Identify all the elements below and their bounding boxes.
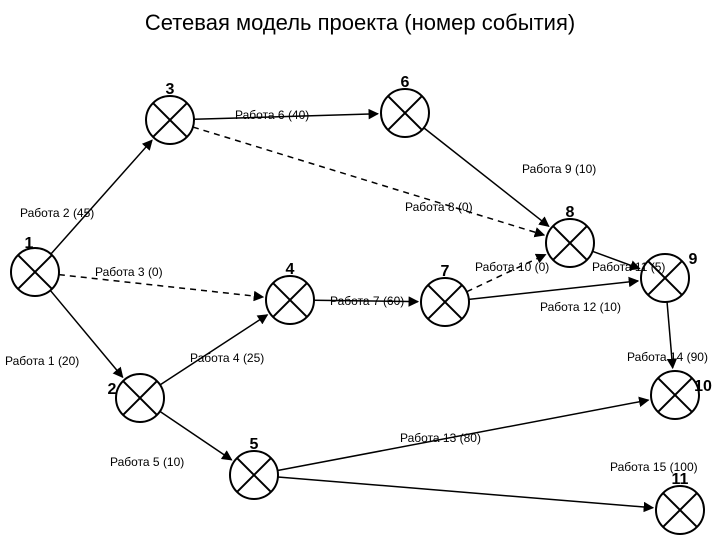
node bbox=[116, 374, 164, 422]
node bbox=[266, 276, 314, 324]
node bbox=[421, 278, 469, 326]
edge bbox=[194, 114, 378, 119]
edge bbox=[51, 140, 152, 254]
node bbox=[546, 219, 594, 267]
edge bbox=[160, 411, 232, 459]
edge bbox=[667, 302, 673, 368]
edge bbox=[424, 128, 549, 226]
edge bbox=[314, 300, 418, 301]
node bbox=[656, 486, 704, 534]
node bbox=[146, 96, 194, 144]
edge bbox=[278, 477, 653, 508]
edge bbox=[278, 400, 649, 470]
node bbox=[641, 254, 689, 302]
edge bbox=[160, 315, 267, 385]
node bbox=[651, 371, 699, 419]
node bbox=[11, 248, 59, 296]
edge bbox=[467, 255, 546, 292]
node bbox=[230, 451, 278, 499]
edge bbox=[50, 290, 122, 377]
network-diagram bbox=[0, 0, 720, 540]
node bbox=[381, 89, 429, 137]
edge bbox=[593, 251, 640, 268]
edge bbox=[59, 275, 263, 297]
edge bbox=[469, 281, 638, 299]
